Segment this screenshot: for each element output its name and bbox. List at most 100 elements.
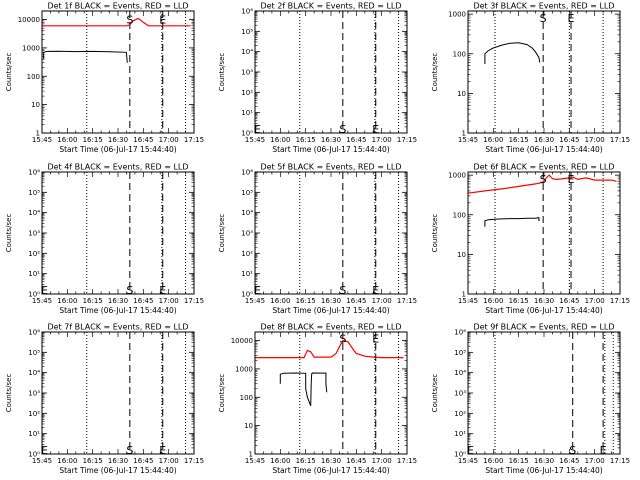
y-tick-label: 1000 bbox=[448, 172, 466, 180]
x-tick-label: 15:45 bbox=[245, 297, 265, 305]
x-tick-label: 16:00 bbox=[483, 297, 503, 305]
events-series-line bbox=[484, 217, 540, 227]
y-tick-label: 10 bbox=[31, 101, 40, 109]
y-tick-label: 10000 bbox=[18, 16, 40, 24]
x-tick-label: 16:00 bbox=[270, 297, 290, 305]
y-tick-label: 10⁰ bbox=[454, 451, 466, 459]
x-tick-label: 16:00 bbox=[483, 136, 503, 144]
plot-frame bbox=[467, 331, 621, 455]
y-axis-label: Counts/sec bbox=[218, 214, 226, 253]
y-tick-label: 100 bbox=[453, 211, 466, 219]
plot-frame bbox=[467, 171, 621, 295]
marker-e: E bbox=[467, 444, 474, 457]
x-tick-label: 15:45 bbox=[458, 297, 478, 305]
marker-e: E bbox=[600, 444, 607, 457]
y-tick-label: 10⁵ bbox=[241, 28, 253, 36]
x-tick-label: 16:15 bbox=[83, 297, 103, 305]
marker-s: S bbox=[540, 12, 547, 25]
plot-frame bbox=[254, 10, 408, 134]
panel-title: Det 8f BLACK = Events, RED = LLD bbox=[260, 323, 401, 332]
x-tick-label: 17:00 bbox=[159, 297, 179, 305]
y-tick-label: 1 bbox=[462, 291, 466, 299]
lld-series-line bbox=[42, 17, 191, 27]
panel-title: Det 3f BLACK = Events, RED = LLD bbox=[473, 2, 614, 11]
x-tick-label: 16:45 bbox=[133, 136, 153, 144]
x-tick-label: 15:45 bbox=[458, 136, 478, 144]
marker-e: E bbox=[41, 444, 48, 457]
y-tick-label: 1000 bbox=[22, 44, 40, 52]
panel-title: Det 6f BLACK = Events, RED = LLD bbox=[473, 163, 614, 172]
x-axis-label: Start Time (06-Jul-17 15:44:40) bbox=[59, 466, 176, 475]
x-tick-label: 16:45 bbox=[346, 136, 366, 144]
y-tick-label: 10¹ bbox=[241, 270, 253, 278]
y-tick-label: 10² bbox=[241, 250, 253, 258]
y-axis-label: Counts/sec bbox=[431, 374, 439, 413]
marker-s: S bbox=[126, 444, 133, 457]
plot-frame bbox=[254, 331, 408, 455]
marker-s: S bbox=[569, 444, 576, 457]
y-tick-label: 10³ bbox=[241, 69, 253, 77]
x-tick-label: 16:45 bbox=[346, 457, 366, 465]
y-tick-label: 1 bbox=[36, 130, 40, 138]
marker-e: E bbox=[372, 332, 379, 345]
x-tick-label: 16:00 bbox=[57, 297, 77, 305]
x-tick-label: 16:15 bbox=[509, 136, 529, 144]
y-axis-label: Counts/sec bbox=[5, 53, 13, 92]
lld-series-line bbox=[467, 174, 617, 194]
x-axis-label: Start Time (06-Jul-17 15:44:40) bbox=[272, 466, 389, 475]
marker-e: E bbox=[41, 284, 48, 297]
x-tick-label: 16:45 bbox=[133, 457, 153, 465]
x-tick-label: 16:30 bbox=[534, 457, 554, 465]
y-tick-label: 10⁶ bbox=[28, 329, 40, 337]
marker-e: E bbox=[372, 123, 379, 136]
det-panel-7: Det 7f BLACK = Events, RED = LLD Counts/s… bbox=[5, 323, 204, 476]
x-tick-label: 16:15 bbox=[296, 297, 316, 305]
x-tick-label: 15:45 bbox=[245, 457, 265, 465]
y-tick-label: 10⁵ bbox=[454, 349, 466, 357]
x-tick-label: 16:45 bbox=[346, 297, 366, 305]
y-tick-label: 1 bbox=[462, 130, 466, 138]
x-tick-label: 17:00 bbox=[159, 136, 179, 144]
x-tick-label: 16:30 bbox=[534, 136, 554, 144]
y-tick-label: 10⁴ bbox=[28, 369, 40, 377]
x-tick-label: 16:30 bbox=[321, 457, 341, 465]
x-tick-label: 16:30 bbox=[321, 297, 341, 305]
plot-frame bbox=[41, 10, 195, 134]
x-tick-label: 16:30 bbox=[108, 457, 128, 465]
x-tick-label: 16:15 bbox=[83, 136, 103, 144]
x-tick-label: 17:00 bbox=[372, 297, 392, 305]
y-tick-label: 10⁵ bbox=[28, 349, 40, 357]
x-tick-label: 16:00 bbox=[270, 457, 290, 465]
x-tick-label: 17:15 bbox=[397, 136, 417, 144]
x-axis-label: Start Time (06-Jul-17 15:44:40) bbox=[485, 466, 602, 475]
x-tick-label: 16:00 bbox=[270, 136, 290, 144]
y-tick-label: 10² bbox=[28, 250, 40, 258]
x-tick-label: 16:45 bbox=[559, 136, 579, 144]
events-series-line bbox=[279, 372, 328, 406]
marker-s: S bbox=[339, 332, 346, 345]
y-axis-label: Counts/sec bbox=[5, 214, 13, 253]
y-tick-label: 10⁰ bbox=[28, 451, 40, 459]
y-tick-label: 10³ bbox=[454, 390, 466, 398]
y-tick-label: 1 bbox=[249, 451, 253, 459]
panel-title: Det 4f BLACK = Events, RED = LLD bbox=[47, 163, 188, 172]
y-tick-label: 10 bbox=[244, 422, 253, 430]
panel-title: Det 1f BLACK = Events, RED = LLD bbox=[47, 2, 188, 11]
y-axis-label: Counts/sec bbox=[431, 53, 439, 92]
det-panel-6: Det 6f BLACK = Events, RED = LLD Counts/s… bbox=[431, 163, 630, 316]
x-tick-label: 16:30 bbox=[534, 297, 554, 305]
x-tick-label: 17:00 bbox=[372, 457, 392, 465]
y-tick-label: 1000 bbox=[448, 11, 466, 19]
x-tick-label: 15:45 bbox=[245, 136, 265, 144]
x-tick-label: 16:30 bbox=[321, 136, 341, 144]
y-tick-label: 10⁴ bbox=[241, 209, 253, 217]
y-tick-label: 10⁵ bbox=[241, 189, 253, 197]
x-tick-label: 17:00 bbox=[372, 136, 392, 144]
det-panel-4: Det 4f BLACK = Events, RED = LLD Counts/s… bbox=[5, 163, 204, 316]
y-tick-label: 10³ bbox=[28, 390, 40, 398]
y-tick-label: 10⁰ bbox=[241, 130, 253, 138]
panel-title: Det 5f BLACK = Events, RED = LLD bbox=[260, 163, 401, 172]
y-tick-label: 10³ bbox=[241, 230, 253, 238]
marker-s: S bbox=[126, 284, 133, 297]
events-series-line bbox=[43, 50, 128, 63]
